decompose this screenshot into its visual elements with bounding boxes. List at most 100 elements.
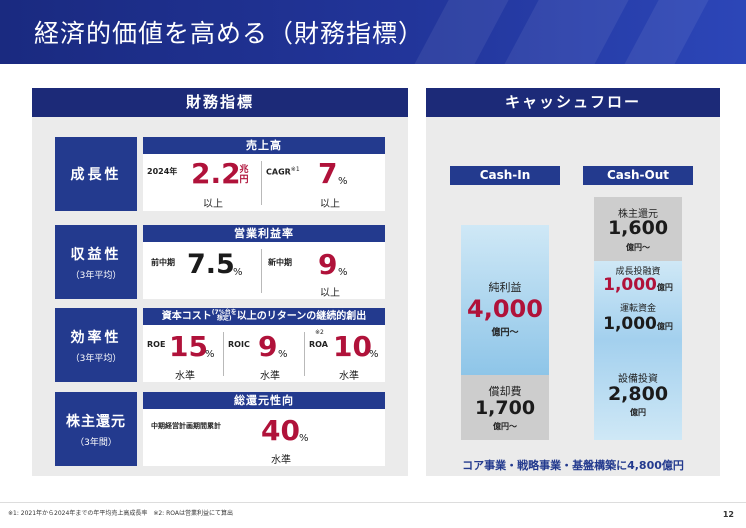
capex-label: 設備投資 xyxy=(618,374,658,385)
shareholder-return-value: 1,600 xyxy=(607,217,669,239)
net-income-label: 純利益 xyxy=(488,281,522,294)
unit: % xyxy=(369,349,379,360)
value: 9 xyxy=(258,330,278,363)
divider xyxy=(223,332,224,376)
row-label-sub: （3年平均） xyxy=(70,270,122,281)
caption: 以上 xyxy=(320,288,340,299)
divider xyxy=(261,161,262,205)
caption: 水準 xyxy=(271,455,291,466)
financial-indicators-header: 財務指標 xyxy=(32,88,408,117)
capex-value: 2,800 xyxy=(607,383,669,405)
row-heading: 総還元性向 xyxy=(143,392,385,409)
unit: % xyxy=(278,349,288,360)
cell-label: ROE xyxy=(147,340,166,349)
footnote-marker: ※1 xyxy=(290,166,300,173)
cash-in-net-income-block: 純利益 4,000 億円～ xyxy=(461,225,549,375)
row-efficiency: 効率性 （3年平均） 資本コスト(7%台を 想定) 以上のリターンの継続的創出 RO… xyxy=(55,308,385,382)
cell-label: 新中期 xyxy=(268,258,292,267)
row-efficiency-body: 資本コスト(7%台を 想定) 以上のリターンの継続的創出 ROE 15 % 水準 R… xyxy=(143,308,385,382)
cell-new-plan: 新中期 9 % 以上 xyxy=(262,242,385,300)
cash-flow-header: キャッシュフロー xyxy=(426,88,720,117)
cell-label: 中期経営計画期間累計 xyxy=(151,422,221,430)
row-profitability-label: 収益性 （3年平均） xyxy=(55,225,137,299)
page-number: 12 xyxy=(722,510,734,519)
unit-stack: 兆 円 xyxy=(239,165,249,185)
unit: % xyxy=(205,349,215,360)
cash-flow-panel: キャッシュフロー Cash-In Cash-Out 純利益 4,000 億円～ … xyxy=(426,88,720,476)
depreciation-label: 償却費 xyxy=(488,385,522,398)
row-shareholder-return-label: 株主還元 （3年間） xyxy=(55,392,137,466)
footnote-marker: ※2 xyxy=(315,329,324,336)
cell-label: CAGR※1 xyxy=(266,166,300,177)
row-profitability: 収益性 （3年平均） 営業利益率 前中期 7.5 % 新中期 9 % 以上 xyxy=(55,225,385,299)
value: 10 xyxy=(333,330,372,363)
unit-top: 兆 xyxy=(239,165,249,175)
row-label-sub: （3年平均） xyxy=(70,353,122,364)
net-income-unit: 億円～ xyxy=(491,328,519,338)
row-label-main: 効率性 xyxy=(70,329,122,346)
working-capital-unit: 億円 xyxy=(656,322,673,331)
cell-cagr: CAGR※1 7 % 以上 xyxy=(262,154,385,211)
value: 7 xyxy=(318,157,338,190)
divider xyxy=(304,332,305,376)
unit: % xyxy=(233,267,243,278)
cash-in-header: Cash-In xyxy=(450,166,560,185)
net-income-value: 4,000 xyxy=(467,295,543,323)
row-label-main: 株主還元 xyxy=(66,413,126,430)
row-heading: 営業利益率 xyxy=(143,225,385,242)
shareholder-return-unit: 億円～ xyxy=(626,243,650,252)
growth-investment-label: 成長投融資 xyxy=(615,267,661,277)
row-shareholder-return: 株主還元 （3年間） 総還元性向 中期経営計画期間累計 40 % 水準 xyxy=(55,392,385,466)
row-profitability-body: 営業利益率 前中期 7.5 % 新中期 9 % 以上 xyxy=(143,225,385,299)
growth-investment-value: 1,000 xyxy=(603,275,657,295)
cell-roic: ROIC 9 % 水準 xyxy=(224,325,304,383)
cell-label: 2024年 xyxy=(147,167,178,176)
row-heading: 資本コスト(7%台を 想定) 以上のリターンの継続的創出 xyxy=(143,308,385,325)
value: 7.5 xyxy=(187,249,235,280)
unit-bottom: 円 xyxy=(239,175,249,185)
value: 15 xyxy=(169,330,208,363)
caption: 水準 xyxy=(175,371,195,382)
financial-indicators-panel: 財務指標 成長性 売上高 2024年 2.2 兆 円 以上 CAGR※1 7 %… xyxy=(32,88,408,476)
row-heading: 売上高 xyxy=(143,137,385,154)
row-label-main: 収益性 xyxy=(70,246,122,263)
cost-note: (7%台を 想定) xyxy=(211,309,237,322)
cell-roe: ROE 15 % 水準 xyxy=(143,325,223,383)
cell-roa: ROA ※2 10 % 水準 xyxy=(305,325,385,382)
cell-label: ROIC xyxy=(228,340,250,349)
working-capital-row: 1,000億円 xyxy=(594,314,682,334)
row-growth-body: 売上高 2024年 2.2 兆 円 以上 CAGR※1 7 % 以上 xyxy=(143,137,385,211)
depreciation-unit: 億円～ xyxy=(493,422,517,431)
cash-out-shareholder-return-block: 株主還元 1,600 億円～ xyxy=(594,197,682,261)
cash-flow-summary: コア事業・戦略事業・基盤構築に4,800億円 xyxy=(462,459,684,472)
title-banner: 経済的価値を高める（財務指標） xyxy=(0,0,746,64)
footer-rule xyxy=(0,502,746,503)
cash-in-depreciation-block: 償却費 1,700 億円～ xyxy=(461,375,549,440)
row-efficiency-label: 効率性 （3年平均） xyxy=(55,308,137,382)
cell-previous-plan: 前中期 7.5 % xyxy=(143,242,261,299)
caption: 水準 xyxy=(260,371,280,382)
row-growth-label: 成長性 xyxy=(55,137,137,211)
value: 9 xyxy=(318,248,338,281)
shareholder-return-label: 株主還元 xyxy=(618,209,658,220)
divider xyxy=(261,249,262,293)
cash-out-growth-working-block: 成長投融資 1,000億円 運転資金 1,000億円 xyxy=(594,261,682,340)
growth-investment-unit: 億円 xyxy=(656,283,673,292)
footnote: ※1: 2021年から2024年までの年平均売上高成長率 ※2: ROAは営業利… xyxy=(8,510,233,517)
unit: % xyxy=(299,433,309,444)
cell-payout: 中期経営計画期間累計 40 % 水準 xyxy=(143,409,385,467)
growth-investment-row: 1,000億円 xyxy=(594,275,682,295)
row-label-sub: （3年間） xyxy=(75,437,117,448)
caption: 水準 xyxy=(339,371,359,382)
value: 40 xyxy=(261,414,300,447)
row-growth: 成長性 売上高 2024年 2.2 兆 円 以上 CAGR※1 7 % 以上 xyxy=(55,137,385,211)
row-label-main: 成長性 xyxy=(70,167,122,183)
cell-label: ROA xyxy=(309,340,328,349)
value: 2.2 xyxy=(191,157,241,190)
caption: 以上 xyxy=(320,199,340,210)
depreciation-value: 1,700 xyxy=(474,397,536,419)
cash-out-capex-block: 設備投資 2,800 億円 xyxy=(594,340,682,440)
row-shareholder-return-body: 総還元性向 中期経営計画期間累計 40 % 水準 xyxy=(143,392,385,466)
cash-out-header: Cash-Out xyxy=(583,166,693,185)
unit: % xyxy=(338,176,348,187)
